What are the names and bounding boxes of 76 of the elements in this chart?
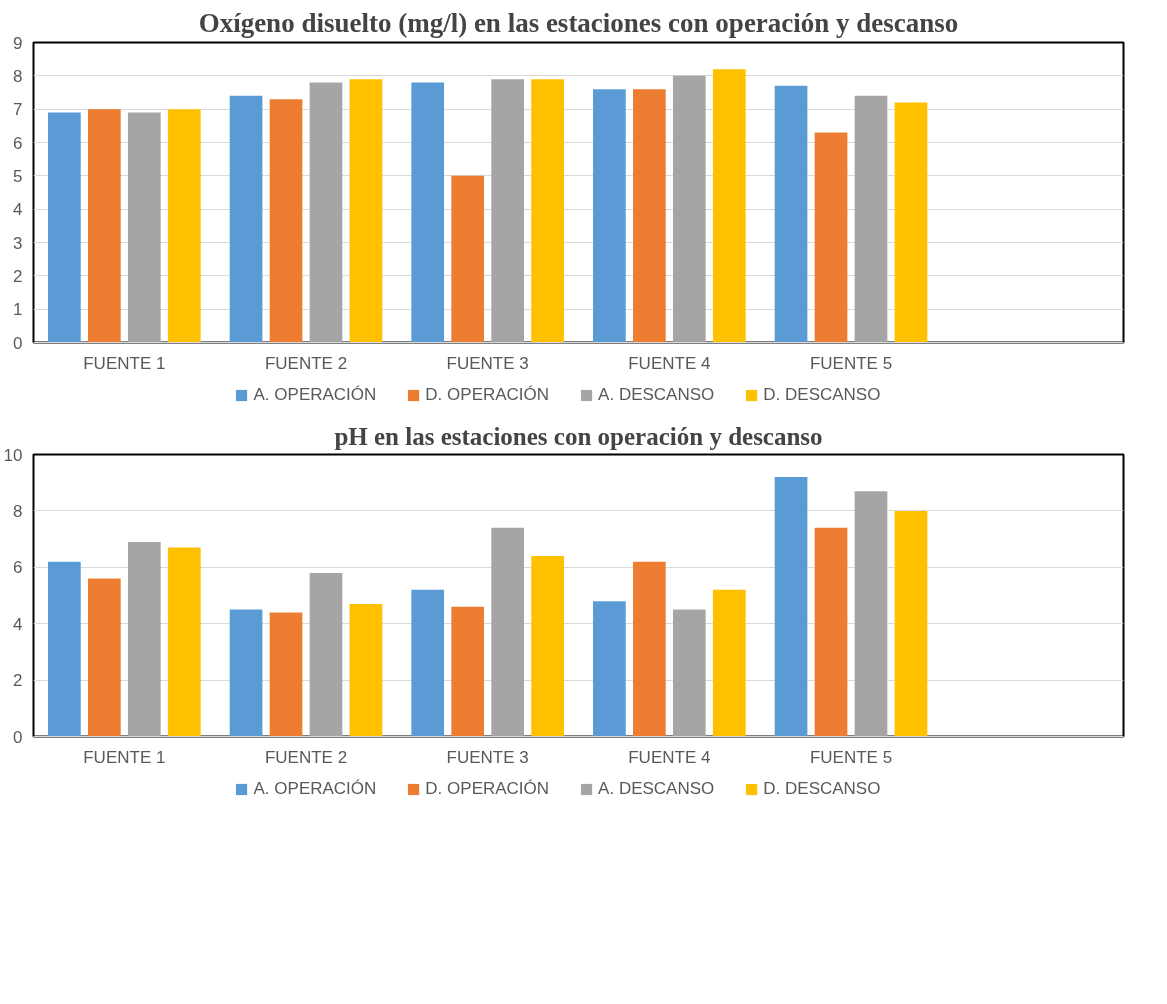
bar (593, 89, 626, 343)
bar (712, 589, 746, 737)
y-tick-label: 8 (13, 501, 23, 521)
y-tick-label: 10 (3, 445, 23, 465)
y-tick-label: 6 (13, 558, 23, 578)
legend-label: D. OPERACIÓN (425, 779, 550, 799)
legend-label: D. OPERACIÓN (425, 385, 550, 405)
bar (88, 109, 121, 343)
bar (229, 95, 263, 343)
bar (774, 85, 808, 343)
legend-label: D. DESCANSO (763, 779, 881, 799)
bar (127, 112, 161, 343)
x-tick-label: FUENTE 5 (809, 353, 893, 373)
bar (491, 527, 524, 737)
bar (229, 609, 263, 737)
legend-label: A. DESCANSO (598, 779, 715, 799)
bar (88, 578, 121, 737)
bar (491, 79, 524, 343)
bar (269, 99, 303, 343)
y-tick-label: 0 (13, 333, 23, 353)
y-tick-label: 1 (13, 300, 23, 320)
x-tick-label: FUENTE 1 (83, 353, 166, 373)
bar (774, 477, 808, 737)
y-tick-label: 8 (13, 66, 23, 86)
bar (894, 102, 928, 343)
y-tick-label: 4 (13, 200, 23, 220)
x-tick-label: FUENTE 4 (628, 747, 711, 767)
x-tick-label: FUENTE 5 (809, 747, 893, 767)
bar (48, 112, 81, 343)
y-tick-label: 7 (13, 100, 23, 120)
bar (349, 79, 383, 343)
bar (633, 561, 666, 737)
bar (854, 491, 888, 737)
chart-title: Oxígeno disuelto (mg/l) en las estaciones con operación y descanso (198, 7, 959, 38)
bar (672, 609, 706, 737)
legend-label: A. DESCANSO (598, 385, 715, 405)
y-tick-label: 5 (13, 166, 23, 186)
x-tick-label: FUENTE 2 (264, 747, 348, 767)
bar (269, 612, 303, 737)
bar (127, 541, 161, 737)
x-tick-label: FUENTE 3 (446, 353, 529, 373)
bar (712, 69, 746, 343)
bar (167, 109, 201, 343)
x-tick-label: FUENTE 1 (83, 747, 166, 767)
bar (411, 589, 445, 737)
bar (48, 561, 81, 737)
bar (451, 175, 485, 343)
x-tick-label: FUENTE 4 (628, 353, 711, 373)
bar (854, 95, 888, 343)
chart-title: pH en las estaciones con operación y descanso (334, 422, 823, 450)
y-tick-label: 3 (13, 233, 23, 253)
y-tick-label: 9 (13, 33, 23, 53)
y-tick-label: 2 (13, 266, 23, 286)
legend-label: A. OPERACIÓN (253, 779, 377, 799)
bar (894, 510, 928, 737)
legend-label: D. DESCANSO (763, 385, 881, 405)
x-tick-label: FUENTE 2 (264, 353, 348, 373)
y-tick-label: 4 (13, 614, 23, 634)
bar (593, 601, 626, 737)
y-tick-label: 2 (13, 671, 23, 691)
bar (349, 603, 383, 737)
y-tick-label: 0 (13, 727, 23, 747)
bar (531, 79, 564, 343)
bar (309, 82, 343, 343)
bar (451, 606, 485, 737)
bar (531, 556, 564, 737)
bar (633, 89, 666, 343)
bar (814, 527, 848, 737)
y-tick-label: 6 (13, 133, 23, 153)
x-tick-label: FUENTE 3 (446, 747, 529, 767)
legend-label: A. OPERACIÓN (253, 385, 377, 405)
bar (672, 75, 706, 343)
bar (309, 572, 343, 737)
bar (167, 547, 201, 737)
bar (411, 82, 445, 343)
bar (814, 132, 848, 343)
